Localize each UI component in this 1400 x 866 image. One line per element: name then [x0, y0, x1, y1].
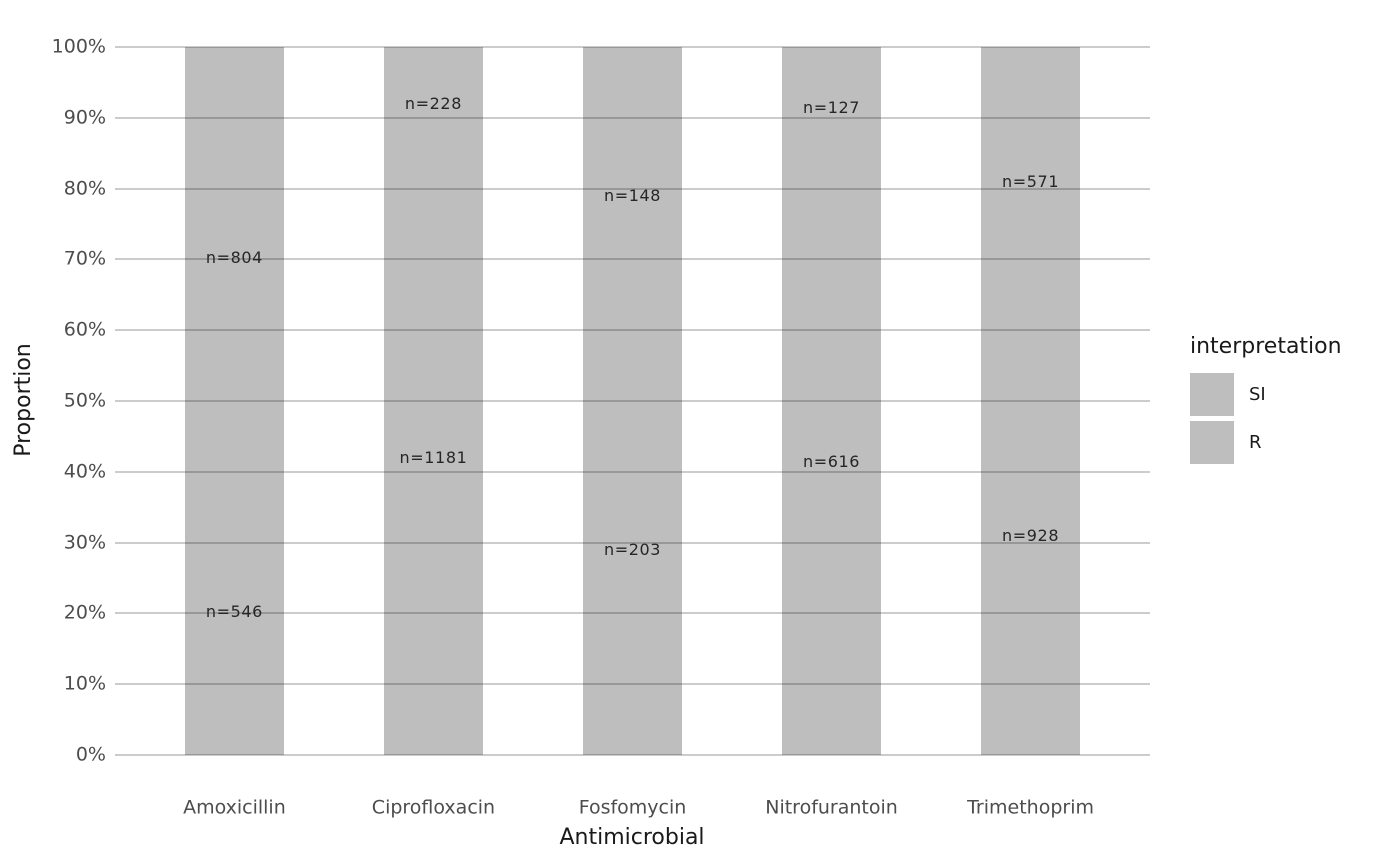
- bar-segment-r-fosfomycin: [583, 47, 682, 346]
- y-tick-label: 0%: [75, 743, 106, 766]
- bar-label-si-fosfomycin: n=203: [603, 540, 662, 560]
- bar-segment-r-nitrofurantoin: [782, 47, 881, 168]
- legend-label-r: R: [1249, 431, 1262, 453]
- legend-title: interpretation: [1190, 334, 1342, 359]
- bar-segment-r-ciprofloxacin: [384, 47, 483, 162]
- bar-label-r-fosfomycin: n=148: [603, 186, 662, 206]
- gridline-70%: [115, 258, 1150, 260]
- x-category-label-amoxicillin: Amoxicillin: [183, 796, 286, 819]
- bar-segment-si-nitrofurantoin: [782, 168, 881, 755]
- y-tick-label: 20%: [63, 601, 106, 624]
- x-category-label-trimethoprim: Trimethoprim: [967, 796, 1095, 819]
- bar-segment-si-ciprofloxacin: [384, 162, 483, 755]
- y-tick-label: 60%: [63, 318, 106, 341]
- x-category-label-fosfomycin: Fosfomycin: [578, 796, 687, 819]
- bar-label-r-amoxicillin: n=804: [205, 247, 263, 267]
- y-tick-label: 80%: [63, 177, 106, 200]
- legend-swatch-r: [1190, 421, 1234, 465]
- bar-label-r-ciprofloxacin: n=228: [404, 94, 462, 114]
- x-axis-title: Antimicrobial: [559, 825, 705, 850]
- gridline-0%: [115, 754, 1150, 756]
- y-tick-label: 100%: [51, 35, 106, 58]
- gridline-20%: [115, 612, 1150, 614]
- bar-segment-r-trimethoprim: [981, 47, 1080, 317]
- y-tick-label: 90%: [63, 106, 106, 129]
- bar-label-si-trimethoprim: n=928: [1002, 525, 1060, 545]
- x-category-label-nitrofurantoin: Nitrofurantoin: [765, 796, 898, 819]
- gridline-40%: [115, 471, 1150, 473]
- y-tick-label: 40%: [63, 460, 106, 483]
- gridline-60%: [115, 329, 1150, 331]
- bar-label-si-amoxicillin: n=546: [205, 601, 263, 621]
- bar-segment-si-fosfomycin: [583, 346, 682, 755]
- legend: interpretation SI R: [1190, 334, 1342, 469]
- gridline-80%: [115, 188, 1150, 190]
- gridline-10%: [115, 683, 1150, 685]
- bar-segment-si-trimethoprim: [981, 317, 1080, 755]
- y-tick-label: 10%: [63, 672, 106, 695]
- legend-label-si: SI: [1249, 383, 1266, 405]
- gridline-50%: [115, 400, 1150, 402]
- y-tick-label: 70%: [63, 247, 106, 270]
- bar-segment-r-amoxicillin: [185, 47, 284, 469]
- bar-label-r-trimethoprim: n=571: [1002, 171, 1060, 191]
- gridline-30%: [115, 542, 1150, 544]
- legend-swatch-si: [1190, 373, 1234, 417]
- gridline-100%: [115, 46, 1150, 48]
- bar-segment-si-amoxicillin: [185, 469, 284, 755]
- legend-item-r: R: [1190, 421, 1342, 465]
- bar-label-si-ciprofloxacin: n=1181: [399, 448, 468, 468]
- bar-label-si-nitrofurantoin: n=616: [802, 451, 861, 471]
- x-category-label-ciprofloxacin: Ciprofloxacin: [371, 796, 496, 819]
- gridline-90%: [115, 117, 1150, 119]
- y-tick-label: 50%: [63, 389, 106, 412]
- legend-item-si: SI: [1190, 373, 1342, 417]
- bar-label-r-nitrofurantoin: n=127: [802, 97, 861, 117]
- y-tick-label: 30%: [63, 531, 106, 554]
